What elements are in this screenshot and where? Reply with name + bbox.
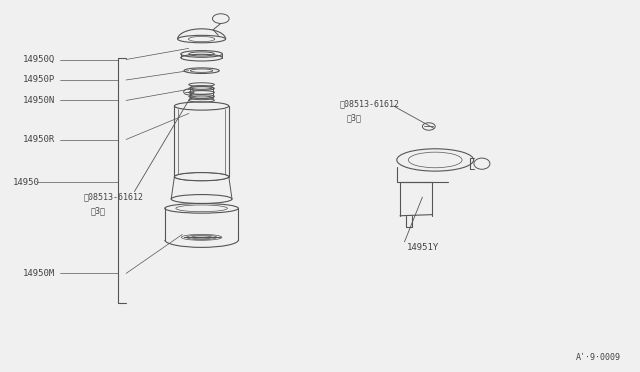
Text: Ⓝ08513-61612: Ⓝ08513-61612 bbox=[83, 193, 143, 202]
Text: 14950N: 14950N bbox=[22, 96, 54, 105]
Text: Ⓝ08513-61612: Ⓝ08513-61612 bbox=[339, 100, 399, 109]
Text: （3）: （3） bbox=[347, 114, 362, 123]
Text: （3）: （3） bbox=[91, 207, 106, 216]
Text: 14950P: 14950P bbox=[22, 76, 54, 84]
Text: 14950M: 14950M bbox=[22, 269, 54, 278]
Text: 14950R: 14950R bbox=[22, 135, 54, 144]
Text: 14950: 14950 bbox=[13, 178, 40, 187]
Text: 14950Q: 14950Q bbox=[22, 55, 54, 64]
Text: Aʹ·9·0009: Aʹ·9·0009 bbox=[576, 353, 621, 362]
Text: 14951Y: 14951Y bbox=[406, 243, 438, 252]
